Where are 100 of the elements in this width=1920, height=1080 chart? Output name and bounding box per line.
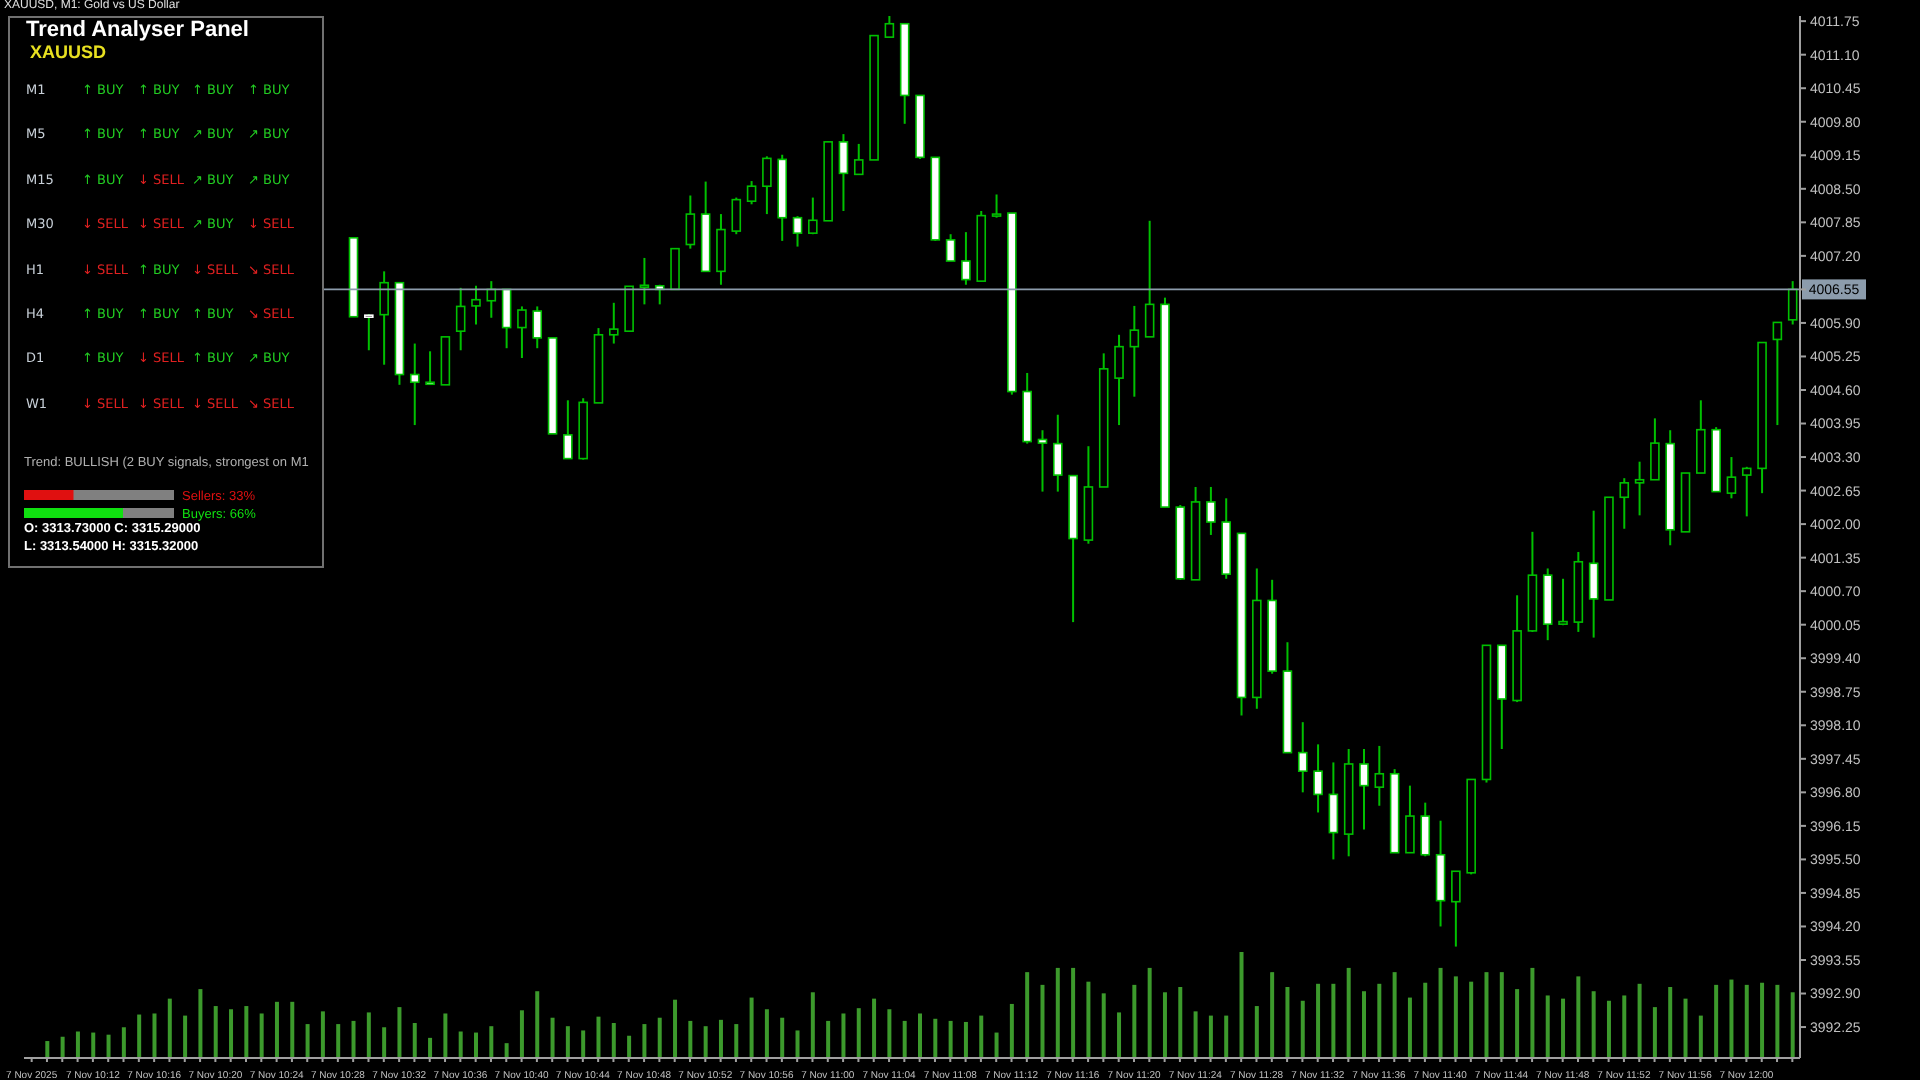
candlestick <box>1420 801 1431 858</box>
bar <box>535 991 540 1058</box>
bar <box>366 1012 371 1058</box>
candlestick <box>1037 429 1048 493</box>
candlestick <box>379 270 389 366</box>
candlestick <box>1741 465 1752 518</box>
bar <box>1346 967 1351 1058</box>
candlestick <box>961 231 971 286</box>
bar <box>780 1017 785 1058</box>
candlestick <box>624 285 634 332</box>
candlestick <box>853 142 864 176</box>
bar <box>1637 983 1642 1058</box>
bar <box>305 1024 310 1058</box>
candlestick <box>563 399 573 460</box>
bar <box>1484 972 1489 1058</box>
bar <box>1270 972 1275 1058</box>
candlestick <box>1726 456 1737 500</box>
bar <box>1300 1000 1305 1058</box>
bar <box>1162 992 1167 1058</box>
bar <box>1469 981 1474 1058</box>
bar <box>75 1031 80 1058</box>
candlestick <box>1405 784 1415 854</box>
candlestick <box>685 194 696 250</box>
bar <box>60 1036 65 1058</box>
candlestick <box>608 301 619 345</box>
candlestick <box>1144 219 1155 338</box>
bar <box>841 1013 846 1058</box>
bar <box>1683 998 1688 1058</box>
bar <box>581 1030 586 1058</box>
bar <box>673 999 678 1058</box>
bar <box>1009 1003 1014 1058</box>
candlestick <box>1435 819 1446 928</box>
bar <box>749 997 754 1058</box>
candlestick <box>1374 744 1385 807</box>
bar <box>519 1010 524 1058</box>
bar <box>474 1032 478 1058</box>
candlestick <box>838 133 849 212</box>
bar <box>1530 967 1535 1058</box>
bar <box>198 989 203 1058</box>
bar <box>596 1016 601 1058</box>
candlestick <box>762 155 772 216</box>
bar <box>795 1030 800 1058</box>
bar <box>1086 981 1091 1058</box>
candlestick <box>1297 721 1308 794</box>
bar <box>1316 983 1321 1058</box>
bar <box>1055 967 1060 1058</box>
bar <box>1515 989 1520 1058</box>
bar <box>1025 972 1030 1058</box>
bar <box>91 1032 96 1058</box>
bar <box>1668 986 1673 1058</box>
candlestick <box>1650 417 1660 481</box>
candlestick <box>501 288 512 350</box>
bar <box>1377 983 1382 1058</box>
bar <box>642 1024 647 1058</box>
bar <box>657 1017 662 1058</box>
bar <box>1499 972 1504 1058</box>
bar <box>1438 967 1443 1058</box>
bar <box>167 998 172 1058</box>
bar <box>1729 979 1734 1058</box>
bar <box>550 1017 555 1058</box>
bar <box>504 1043 509 1058</box>
bar <box>320 1011 325 1058</box>
candlestick <box>1634 460 1645 517</box>
bar <box>688 1020 693 1058</box>
bar <box>948 1020 953 1058</box>
bar <box>979 1015 984 1058</box>
bar <box>611 1023 616 1058</box>
candlestick <box>716 213 726 286</box>
bar <box>274 1001 279 1058</box>
bar <box>1040 984 1045 1058</box>
candlestick <box>425 350 435 386</box>
candlestick <box>1558 577 1568 627</box>
bar <box>290 1001 295 1058</box>
bar <box>259 1013 264 1058</box>
bar <box>1331 983 1336 1058</box>
bar <box>45 1041 50 1058</box>
candlestick <box>1114 333 1124 427</box>
bar <box>872 998 877 1058</box>
bar <box>1208 1015 1213 1058</box>
bar <box>428 1037 433 1058</box>
bar <box>183 1015 188 1058</box>
bar <box>1760 982 1765 1058</box>
bar <box>1775 984 1780 1058</box>
candlestick <box>731 196 742 236</box>
bar <box>1698 1015 1703 1058</box>
bar <box>229 1009 234 1058</box>
bar <box>106 1034 111 1058</box>
candlestick <box>1328 761 1339 861</box>
bar <box>994 1032 999 1058</box>
bar <box>1071 967 1076 1058</box>
bar <box>489 1026 494 1058</box>
bar <box>902 1020 907 1058</box>
candlestick <box>409 342 420 427</box>
bar <box>918 1013 922 1058</box>
candlestick <box>792 215 803 248</box>
bar <box>1576 976 1581 1058</box>
bar <box>1561 998 1566 1058</box>
bar <box>810 992 815 1058</box>
candlestick <box>1451 870 1461 948</box>
bar <box>244 1006 249 1058</box>
